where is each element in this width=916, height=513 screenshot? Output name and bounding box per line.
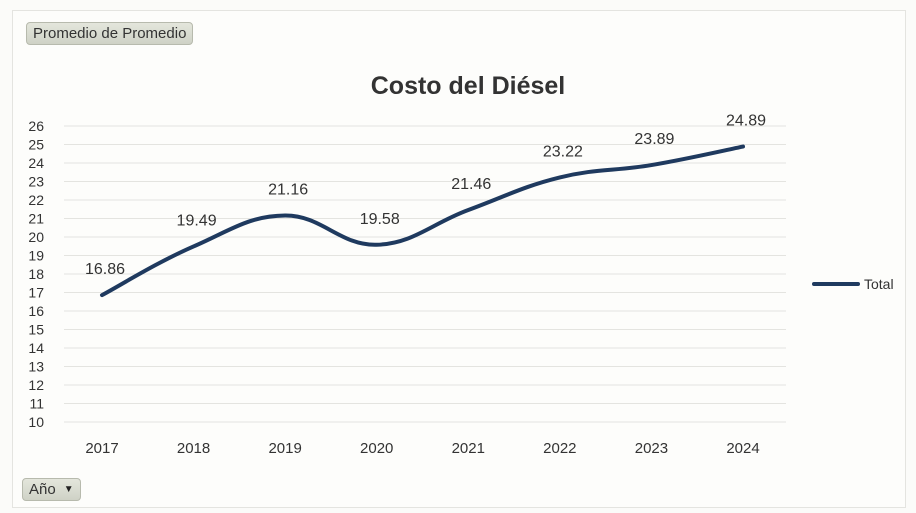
x-tick-label: 2020	[360, 440, 393, 457]
y-tick-label: 11	[29, 396, 44, 412]
y-tick-label: 22	[28, 192, 44, 208]
data-label: 24.89	[726, 113, 766, 130]
data-label: 19.49	[177, 212, 217, 229]
year-field-button[interactable]: Año ▼	[22, 478, 81, 501]
y-tick-label: 23	[28, 174, 44, 190]
x-tick-label: 2021	[452, 440, 485, 457]
y-tick-label: 10	[28, 414, 44, 430]
y-tick-label: 18	[28, 266, 44, 282]
legend-swatch-total	[812, 282, 860, 286]
y-tick-label: 16	[28, 303, 44, 319]
x-tick-label: 2017	[85, 440, 118, 457]
chart-title: Costo del Diésel	[371, 72, 566, 100]
y-tick-label: 24	[28, 155, 44, 171]
measure-field-button[interactable]: Promedio de Promedio	[26, 22, 194, 45]
x-tick-label: 2023	[635, 440, 668, 457]
data-label: 19.58	[360, 211, 400, 228]
chart-frame	[12, 10, 906, 508]
x-axis-ticks: 2017 2018 2019 2020 2021 2022 2023 2024	[85, 440, 759, 457]
legend: Total	[812, 276, 894, 292]
y-tick-label: 25	[28, 137, 44, 153]
measure-field-label: Promedio de Promedio	[33, 25, 187, 42]
data-label: 23.22	[543, 143, 583, 160]
year-field-label: Año	[29, 481, 56, 498]
y-tick-label: 12	[28, 377, 44, 393]
y-axis-ticks: 10 11 12 13 14 15 16 17 18 19 20 21 22 23 24 25 26	[28, 118, 44, 430]
y-tick-label: 14	[28, 340, 44, 356]
data-labels: 16.86 19.49 21.16 19.58 21.46 23.22 23.89 24.89	[85, 113, 766, 279]
grid-lines	[64, 125, 786, 423]
data-label: 21.16	[268, 182, 308, 199]
legend-label-total: Total	[864, 276, 894, 292]
y-tick-label: 13	[28, 359, 44, 375]
y-tick-label: 15	[28, 322, 44, 338]
y-tick-label: 19	[28, 248, 44, 264]
y-tick-label: 20	[28, 229, 44, 245]
y-tick-label: 21	[28, 211, 44, 227]
x-tick-label: 2022	[543, 440, 576, 457]
x-tick-label: 2018	[177, 440, 210, 457]
data-label: 16.86	[85, 261, 125, 278]
x-tick-label: 2024	[726, 440, 759, 457]
series-line-total	[100, 144, 745, 298]
data-label: 23.89	[634, 131, 674, 148]
chevron-down-icon: ▼	[63, 484, 74, 495]
data-label: 21.46	[451, 176, 491, 193]
y-tick-label: 17	[28, 285, 44, 301]
y-tick-label: 26	[28, 118, 44, 134]
x-tick-label: 2019	[268, 440, 301, 457]
